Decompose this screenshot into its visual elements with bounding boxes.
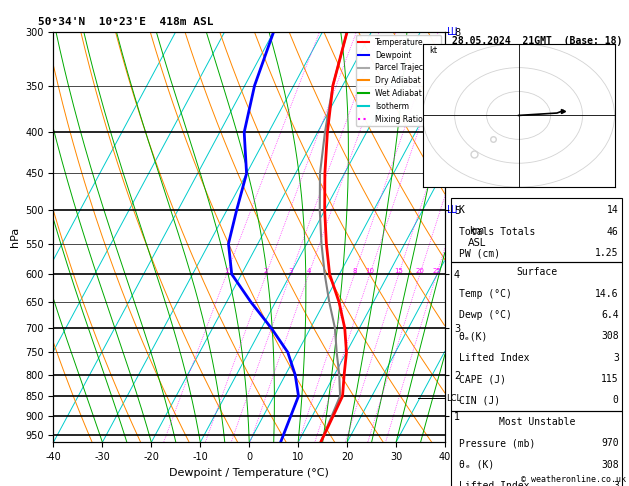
Text: CAPE (J): CAPE (J) [459, 374, 506, 384]
Text: CIN (J): CIN (J) [459, 396, 499, 405]
Text: 14.6: 14.6 [595, 289, 619, 299]
Text: © weatheronline.co.uk: © weatheronline.co.uk [521, 474, 626, 484]
Y-axis label: km
ASL: km ASL [468, 226, 486, 248]
Text: 2: 2 [264, 268, 269, 274]
Legend: Temperature, Dewpoint, Parcel Trajectory, Dry Adiabat, Wet Adiabat, Isotherm, Mi: Temperature, Dewpoint, Parcel Trajectory… [355, 35, 441, 126]
Text: 14: 14 [607, 206, 619, 215]
Text: Pressure (mb): Pressure (mb) [459, 438, 535, 448]
Text: 50°34'N  10°23'E  418m ASL: 50°34'N 10°23'E 418m ASL [38, 17, 213, 27]
Text: Ш: Ш [447, 206, 458, 215]
Text: 6.4: 6.4 [601, 310, 619, 320]
Text: kt: kt [429, 46, 437, 55]
Text: 4: 4 [306, 268, 311, 274]
Text: 970: 970 [601, 438, 619, 448]
Text: 25: 25 [432, 268, 441, 274]
Text: 3: 3 [289, 268, 293, 274]
Text: 3: 3 [613, 353, 619, 363]
Text: 10: 10 [365, 268, 374, 274]
Text: Temp (°C): Temp (°C) [459, 289, 511, 299]
Text: Dewp (°C): Dewp (°C) [459, 310, 511, 320]
Text: Most Unstable: Most Unstable [499, 417, 575, 427]
Text: 15: 15 [394, 268, 403, 274]
Text: 3: 3 [613, 481, 619, 486]
Text: K: K [459, 206, 464, 215]
Text: 1.25: 1.25 [595, 248, 619, 258]
X-axis label: Dewpoint / Temperature (°C): Dewpoint / Temperature (°C) [169, 468, 329, 478]
Text: 8: 8 [352, 268, 357, 274]
Text: Lifted Index: Lifted Index [459, 481, 529, 486]
Text: 28.05.2024  21GMT  (Base: 18): 28.05.2024 21GMT (Base: 18) [452, 35, 622, 46]
Text: Ш: Ш [447, 127, 458, 137]
Text: 308: 308 [601, 331, 619, 341]
Y-axis label: hPa: hPa [9, 227, 19, 247]
Text: LCL: LCL [447, 394, 462, 402]
Text: Ш: Ш [447, 27, 458, 36]
Text: PW (cm): PW (cm) [459, 248, 499, 258]
Text: Totals Totals: Totals Totals [459, 227, 535, 237]
Text: 115: 115 [601, 374, 619, 384]
Text: 0: 0 [613, 396, 619, 405]
Text: 1: 1 [225, 268, 229, 274]
Text: θₑ (K): θₑ (K) [459, 459, 494, 469]
Text: Lifted Index: Lifted Index [459, 353, 529, 363]
Text: 308: 308 [601, 459, 619, 469]
Text: 46: 46 [607, 227, 619, 237]
Text: θₑ(K): θₑ(K) [459, 331, 488, 341]
Text: Surface: Surface [516, 267, 557, 278]
Text: 20: 20 [415, 268, 425, 274]
